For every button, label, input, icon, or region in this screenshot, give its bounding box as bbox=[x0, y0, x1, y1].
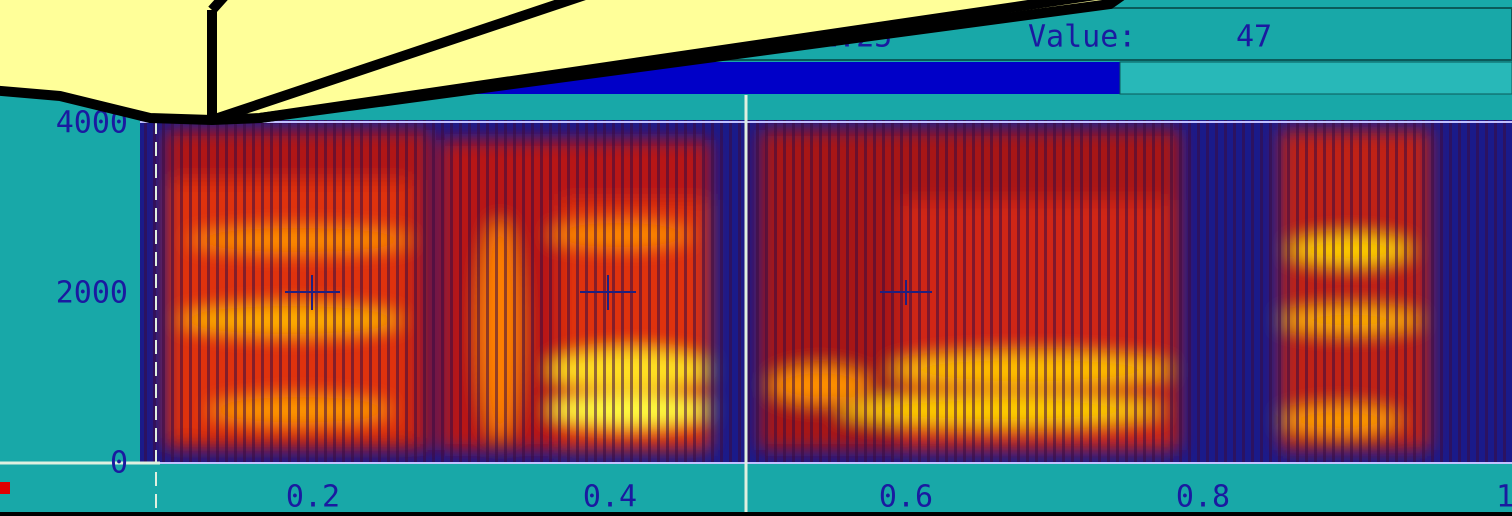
x-tick-label: 0.6 bbox=[879, 480, 933, 515]
value-readout: 47 bbox=[1236, 20, 1272, 55]
y-tick-label: 2000 bbox=[56, 276, 128, 311]
x-tick-label: 0.2 bbox=[286, 480, 340, 515]
x-tick-label: 0.4 bbox=[583, 480, 637, 515]
spectrogram-screen: 1.25 Value: 47 bbox=[0, 0, 1512, 516]
progress-track bbox=[1120, 62, 1512, 94]
page: 1.25 Value: 47 bbox=[0, 0, 1512, 516]
x-tick-label: 1 bbox=[1496, 480, 1512, 515]
y-tick-label: 0 bbox=[110, 446, 128, 481]
x-tick-label: 0.8 bbox=[1176, 480, 1230, 515]
value-label: Value: bbox=[1028, 20, 1136, 55]
spectrogram bbox=[140, 120, 1512, 464]
